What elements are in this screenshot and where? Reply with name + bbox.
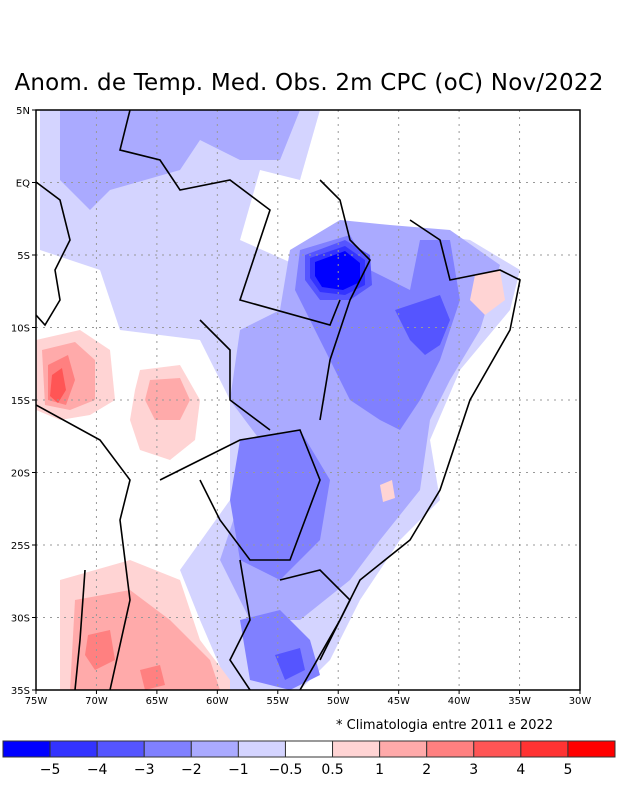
x-tick-label: 75W [25,696,48,707]
x-tick-label: 30W [569,696,592,707]
anomaly-region [60,110,300,210]
colorbar-label: 1 [375,762,384,778]
chart-title: Anom. de Temp. Med. Obs. 2m CPC (oC) Nov… [14,70,604,96]
anomaly-field [36,110,580,690]
colorbar: −5 −4 −3 −2 −1 −0.5 0.5 1 2 3 4 5 [2,740,616,778]
x-tick-label: 40W [448,696,471,707]
anomaly-region [315,251,360,290]
colorbar-label: 3 [469,762,478,778]
colorbar-label: 4 [516,762,525,778]
colorbar-label: −5 [40,762,61,778]
x-tick-label: 50W [327,696,350,707]
colorbar-swatch [567,740,616,758]
y-tick-label: 35S [11,686,30,697]
colorbar-swatch [426,740,475,758]
colorbar-swatch [237,740,286,758]
colorbar-swatch [190,740,239,758]
anomaly-region [50,368,66,403]
colorbar-swatch [473,740,522,758]
colorbar-swatch [332,740,381,758]
y-tick-label: 10S [11,324,30,335]
colorbar-label: −2 [181,762,202,778]
colorbar-swatch [96,740,145,758]
y-tick-label: EQ [16,179,30,190]
anomaly-region [145,378,190,420]
anomaly-region [470,270,505,315]
colorbar-swatch [284,740,334,758]
anomaly-region [70,590,220,690]
colorbar-swatch [520,740,569,758]
y-axis: 5N EQ 5S 10S 15S 20S 25S 30S 35S [11,106,36,697]
colorbar-label: −3 [134,762,155,778]
x-axis: 75W 70W 65W 60W 55W 50W 45W 40W 35W 30W [25,690,592,707]
anomaly-region [380,480,395,502]
anomaly-region [395,295,450,355]
anomaly-region [230,430,330,580]
colorbar-label: −1 [228,762,249,778]
country-borders [36,110,521,690]
colorbar-label: −0.5 [268,762,302,778]
colorbar-label: −4 [87,762,108,778]
y-tick-label: 15S [11,396,30,407]
y-tick-label: 5N [16,106,30,117]
colorbar-swatch [379,740,428,758]
anomaly-region [140,665,165,690]
x-tick-label: 70W [85,696,108,707]
y-tick-label: 25S [11,541,30,552]
anomaly-map: 75W 70W 65W 60W 55W 50W 45W 40W 35W 30W 5N EQ 5S 10S… [11,106,592,707]
anomaly-region [275,648,305,680]
y-tick-label: 20S [11,469,30,480]
colorbar-swatch [49,740,98,758]
colorbar-label: 5 [563,762,572,778]
climatology-note: * Climatologia entre 2011 e 2022 [336,718,554,733]
colorbar-swatch [2,740,51,758]
grid-lines [36,110,580,690]
x-tick-label: 45W [387,696,410,707]
x-tick-label: 35W [508,696,531,707]
colorbar-label: 2 [422,762,431,778]
anomaly-region [85,630,115,670]
y-tick-label: 5S [17,251,30,262]
y-tick-label: 30S [11,614,30,625]
x-tick-label: 65W [146,696,169,707]
x-tick-label: 60W [206,696,229,707]
x-tick-label: 55W [266,696,289,707]
colorbar-swatch [143,740,192,758]
colorbar-label: 0.5 [321,762,343,778]
